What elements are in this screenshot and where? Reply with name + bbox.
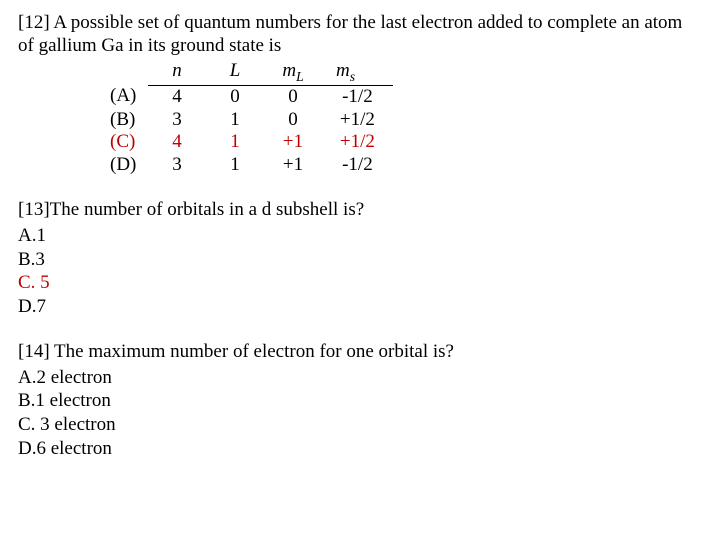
table-cell: (B) (110, 109, 148, 132)
q13-prompt: [13]The number of orbitals in a d subshe… (18, 199, 702, 222)
table-cell: +1/2 (322, 109, 393, 132)
q12-table-wrap: n L mL ms (A)400-1/2(B)310+1/2(C)41+1+1/… (110, 60, 702, 177)
table-row: (B)310+1/2 (110, 109, 393, 132)
q14-options: A.2 electronB.1 electronC. 3 electronD.6… (18, 366, 702, 461)
q12-table: n L mL ms (A)400-1/2(B)310+1/2(C)41+1+1/… (110, 60, 393, 177)
q13-options: A.1B.3C. 5D.7 (18, 224, 702, 319)
table-cell: 1 (206, 131, 264, 154)
table-cell: 1 (206, 109, 264, 132)
question-13: [13]The number of orbitals in a d subshe… (18, 199, 702, 319)
q12-prompt: [12] A possible set of quantum numbers f… (18, 12, 702, 58)
table-cell: 0 (264, 109, 322, 132)
table-cell: 4 (148, 131, 206, 154)
table-cell: 0 (206, 85, 264, 108)
q12-header-n: n (148, 60, 206, 86)
option-item: A.2 electron (18, 366, 702, 390)
table-cell: 0 (264, 85, 322, 108)
table-cell: -1/2 (322, 154, 393, 177)
q12-header-blank (110, 60, 148, 86)
table-cell: (D) (110, 154, 148, 177)
table-cell: 1 (206, 154, 264, 177)
option-item: C. 3 electron (18, 413, 702, 437)
table-cell: -1/2 (322, 85, 393, 108)
q14-prompt: [14] The maximum number of electron for … (18, 341, 702, 364)
table-cell: 4 (148, 85, 206, 108)
table-cell: 3 (148, 109, 206, 132)
table-cell: +1/2 (322, 131, 393, 154)
table-cell: 3 (148, 154, 206, 177)
table-row: (C)41+1+1/2 (110, 131, 393, 154)
question-14: [14] The maximum number of electron for … (18, 341, 702, 461)
q12-header-L: L (206, 60, 264, 86)
option-item: A.1 (18, 224, 702, 248)
option-item: B.1 electron (18, 389, 702, 413)
q12-header-ms: ms (322, 60, 393, 86)
table-row: (A)400-1/2 (110, 85, 393, 108)
table-cell: +1 (264, 154, 322, 177)
table-cell: +1 (264, 131, 322, 154)
option-item: C. 5 (18, 271, 702, 295)
q12-header-mL: mL (264, 60, 322, 86)
table-cell: (C) (110, 131, 148, 154)
option-item: D.6 electron (18, 437, 702, 461)
question-12: [12] A possible set of quantum numbers f… (18, 12, 702, 177)
table-row: (D)31+1-1/2 (110, 154, 393, 177)
q12-header-row: n L mL ms (110, 60, 393, 86)
option-item: B.3 (18, 248, 702, 272)
option-item: D.7 (18, 295, 702, 319)
table-cell: (A) (110, 85, 148, 108)
